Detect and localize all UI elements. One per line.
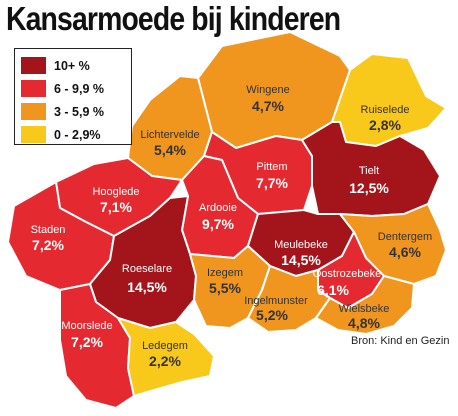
municipality-name-pittem: Pittem xyxy=(256,161,287,173)
legend: 10+ % 6 - 9,9 % 3 - 5,9 % 0 - 2,9% xyxy=(14,48,132,145)
municipality-value-ingelmunster: 5,2% xyxy=(256,307,288,323)
legend-item: 0 - 2,9% xyxy=(21,124,125,145)
municipality-name-dentergem: Dentergem xyxy=(378,231,432,243)
municipality-name-moorslede: Moorslede xyxy=(61,320,112,332)
municipality-value-staden: 7,2% xyxy=(32,237,64,253)
legend-label: 10+ % xyxy=(54,58,90,73)
municipality-value-roeselare: 14,5% xyxy=(127,279,167,295)
legend-label: 3 - 5,9 % xyxy=(54,104,105,119)
municipality-value-izegem: 5,5% xyxy=(209,280,241,296)
municipality-value-tielt: 12,5% xyxy=(349,180,389,196)
municipality-name-tielt: Tielt xyxy=(359,165,379,177)
legend-swatch xyxy=(21,103,46,120)
municipality-value-oostrozebeke: 6,1% xyxy=(317,282,349,298)
municipality-value-wielsbeke: 4,8% xyxy=(348,315,380,331)
region-ledegem xyxy=(117,317,215,397)
municipality-value-ardooie: 9,7% xyxy=(202,216,234,232)
legend-item: 6 - 9,9 % xyxy=(21,78,125,99)
municipality-name-roeselare: Roeselare xyxy=(122,263,172,275)
legend-item: 3 - 5,9 % xyxy=(21,101,125,122)
municipality-value-ledegem: 2,2% xyxy=(149,353,181,369)
municipality-name-ingelmunster: Ingelmunster xyxy=(244,295,308,307)
municipality-name-lichtervelde: Lichtervelde xyxy=(140,129,199,141)
legend-label: 6 - 9,9 % xyxy=(54,81,105,96)
municipality-name-wingene: Wingene xyxy=(246,84,289,96)
municipality-value-pittem: 7,7% xyxy=(256,175,288,191)
municipality-name-ardooie: Ardooie xyxy=(199,202,237,214)
municipality-name-izegem: Izegem xyxy=(207,267,243,279)
municipality-value-dentergem: 4,6% xyxy=(389,244,421,260)
municipality-name-wielsbeke: Wielsbeke xyxy=(339,303,390,315)
municipality-name-staden: Staden xyxy=(31,224,66,236)
municipality-value-wingene: 4,7% xyxy=(252,98,284,114)
source-note: Bron: Kind en Gezin xyxy=(351,335,450,347)
municipality-value-meulebeke: 14,5% xyxy=(281,252,321,268)
municipality-value-ruiselede: 2,8% xyxy=(369,117,401,133)
municipality-name-ledegem: Ledegem xyxy=(142,340,188,352)
legend-label: 0 - 2,9% xyxy=(54,127,101,142)
municipality-value-moorslede: 7,2% xyxy=(71,334,103,350)
legend-swatch xyxy=(21,126,46,143)
municipality-value-lichtervelde: 5,4% xyxy=(154,142,186,158)
legend-swatch xyxy=(21,57,46,74)
municipality-name-oostrozebeke: Oostrozebeke xyxy=(313,268,381,280)
region-tielt xyxy=(301,121,441,217)
municipality-name-ruiselede: Ruiselede xyxy=(361,104,410,116)
legend-swatch xyxy=(21,80,46,97)
municipality-name-meulebeke: Meulebeke xyxy=(274,239,328,251)
region-wielsbeke xyxy=(315,275,415,335)
municipality-value-hooglede: 7,1% xyxy=(100,199,132,215)
legend-item: 10+ % xyxy=(21,55,125,76)
map-title: Kansarmoede bij kinderen xyxy=(6,0,341,37)
municipality-name-hooglede: Hooglede xyxy=(92,186,139,198)
